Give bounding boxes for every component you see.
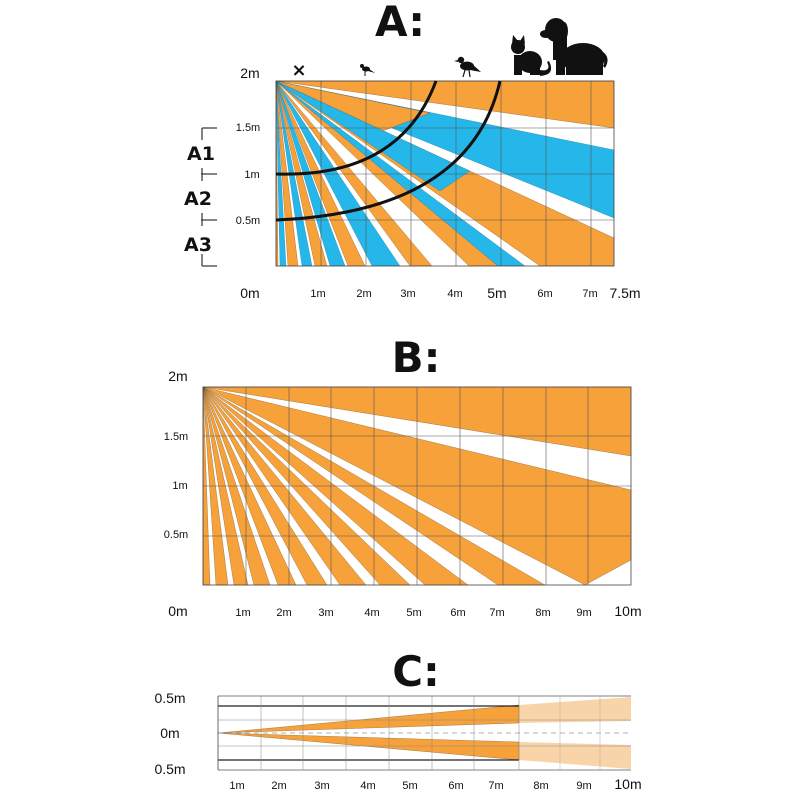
c-x-label-4m: 4m — [360, 780, 375, 792]
b-x-label-9m: 9m — [576, 607, 591, 619]
b-x-label-7m: 7m — [489, 607, 504, 619]
pet-immunity-arc-lower — [275, 80, 502, 222]
b-y-label-1-5m: 1.5m — [164, 431, 188, 443]
panel-c-title: C: — [392, 647, 440, 696]
a-x-label-5m: 5m — [487, 285, 506, 301]
small-bird-icon — [360, 64, 375, 76]
panel-c-grid — [217, 695, 631, 771]
c-faded-beam-lower — [519, 742, 631, 769]
b-x-label-8m: 8m — [535, 607, 550, 619]
panel-c: C: 0.5m 0m 0.5m 1m 2m 3m 4m 5m 6m 7m 8m … — [154, 647, 641, 792]
c-x-label-8m: 8m — [533, 780, 548, 792]
b-y-label-1m: 1m — [172, 480, 187, 492]
c-y-label-top: 0.5m — [154, 690, 185, 706]
c-x-label-6m: 6m — [448, 780, 463, 792]
a-y-label-1m: 1m — [244, 169, 259, 181]
zone-bracket — [201, 127, 217, 267]
a-x-label-7-5m: 7.5m — [609, 285, 640, 301]
panel-a: A: × — [184, 0, 641, 301]
a-x-label-3m: 3m — [400, 288, 415, 300]
pet-immunity-arc-upper — [275, 80, 438, 176]
b-x-label-4m: 4m — [364, 607, 379, 619]
c-x-label-7m: 7m — [488, 780, 503, 792]
panel-a-beams — [275, 80, 615, 267]
a-y-label-2m: 2m — [240, 65, 259, 81]
b-x-label-10m: 10m — [614, 603, 641, 619]
a-beam-3-far — [275, 80, 471, 192]
panel-a-title: A: — [375, 0, 425, 46]
cat-icon — [511, 35, 552, 76]
b-x-label-3m: 3m — [318, 607, 333, 619]
large-bird-icon — [454, 56, 481, 78]
c-y-label-mid: 0m — [160, 725, 179, 741]
a-y-label-0-5m: 0.5m — [236, 215, 260, 227]
panel-c-beams — [217, 697, 631, 769]
c-faded-beam-upper — [519, 697, 631, 723]
b-y-label-0-5m: 0.5m — [164, 529, 188, 541]
panel-b-title: B: — [392, 333, 441, 382]
panel-b-grid — [202, 386, 632, 586]
x-marker: × — [291, 60, 306, 81]
b-x-label-2m: 2m — [276, 607, 291, 619]
dog-icon — [540, 18, 608, 75]
b-x-label-5m: 5m — [406, 607, 421, 619]
c-x-label-9m: 9m — [576, 780, 591, 792]
a-x-label-1m: 1m — [310, 288, 325, 300]
c-x-label-2m: 2m — [271, 780, 286, 792]
a-y-label-0m: 0m — [240, 285, 259, 301]
c-x-label-5m: 5m — [402, 780, 417, 792]
c-x-label-1m: 1m — [229, 780, 244, 792]
zone-label-a3: A3 — [184, 234, 212, 256]
panel-a-grid — [275, 80, 615, 267]
panel-b: B: 2m 1.5m 1m 0.5m 0m 1m 2m 3m 4m 5m 6m … — [164, 333, 642, 619]
a-x-label-7m: 7m — [582, 288, 597, 300]
a-x-label-6m: 6m — [537, 288, 552, 300]
c-x-label-10m: 10m — [614, 776, 641, 792]
zone-label-a1: A1 — [187, 143, 215, 165]
c-x-label-3m: 3m — [314, 780, 329, 792]
c-y-label-bottom: 0.5m — [154, 761, 185, 777]
b-x-label-6m: 6m — [450, 607, 465, 619]
b-x-label-1m: 1m — [235, 607, 250, 619]
a-x-label-4m: 4m — [447, 288, 462, 300]
a-x-label-2m: 2m — [356, 288, 371, 300]
b-y-label-0m: 0m — [168, 603, 187, 619]
zone-label-a2: A2 — [184, 188, 212, 210]
a-y-label-1-5m: 1.5m — [236, 122, 260, 134]
b-y-label-2m: 2m — [168, 368, 187, 384]
